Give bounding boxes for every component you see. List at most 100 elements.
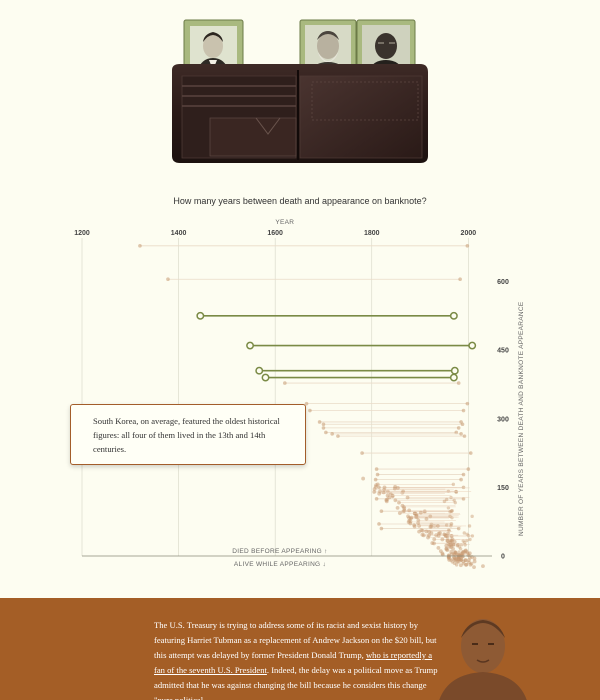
faint-death-point <box>374 497 379 501</box>
cloud-death-point <box>453 557 458 561</box>
faint-death-point <box>375 472 380 477</box>
cloud-death-point <box>408 521 413 526</box>
cloud-death-point <box>405 495 410 500</box>
cloud-appear-point <box>468 537 472 542</box>
cloud-death-point <box>443 534 448 538</box>
x-tick-label: 1400 <box>171 230 187 237</box>
cloud-appear-point <box>450 509 454 513</box>
cloud-appear-point <box>448 514 452 518</box>
faint-appear-point <box>458 277 462 282</box>
footer-section: The U.S. Treasury is trying to address s… <box>0 598 600 700</box>
faint-death-point <box>379 509 384 513</box>
faint-death-point <box>324 430 328 435</box>
cloud-appear-point <box>455 543 459 548</box>
faint-death-point <box>166 277 170 282</box>
cloud-death-point <box>429 531 434 536</box>
cloud-death-point <box>409 515 414 520</box>
highlight-death-point <box>261 373 270 382</box>
cloud-death-point <box>472 559 477 564</box>
faint-death-point <box>372 490 376 494</box>
faint-appear-point <box>461 497 466 501</box>
faint-appear-point <box>456 526 461 531</box>
x-tick-label: 1600 <box>267 230 283 237</box>
footer-text-part-2: . Indeed, the delay was a political move… <box>154 665 438 700</box>
zero-label-below: ALIVE WHILE APPEARING ↓ <box>234 561 326 568</box>
cloud-death-point <box>481 564 485 568</box>
footer-paragraph: The U.S. Treasury is trying to address s… <box>154 618 438 700</box>
cloud-appear-point <box>451 482 456 487</box>
faint-appear-point <box>462 434 467 438</box>
faint-death-point <box>317 420 322 424</box>
cloud-death-point <box>449 550 454 555</box>
faint-death-point <box>336 434 340 438</box>
faint-death-point <box>321 426 326 430</box>
x-tick-label: 1200 <box>74 230 90 237</box>
cloud-death-point <box>438 549 443 554</box>
highlight-death-point <box>196 311 205 320</box>
cloud-death-point <box>372 487 377 491</box>
footer-link[interactable]: who is reportedly a fan of the seventh U… <box>154 650 433 675</box>
cloud-appear-point <box>462 531 466 535</box>
faint-appear-point <box>459 477 463 482</box>
y-axis-label: NUMBER OF YEARS BETWEEN DEATH AND BANKNO… <box>518 301 525 536</box>
cloud-appear-point <box>444 497 449 502</box>
faint-appear-point <box>460 422 465 427</box>
cloud-appear-point <box>457 550 461 554</box>
cloud-appear-point <box>457 555 461 559</box>
cloud-death-point <box>375 482 380 487</box>
cloud-death-point <box>397 500 401 505</box>
faint-appear-point <box>454 430 459 435</box>
faint-appear-point <box>465 244 470 248</box>
cloud-death-point <box>451 546 455 551</box>
faint-death-point <box>321 422 326 427</box>
faint-death-point <box>304 401 309 406</box>
annotation-text: South Korea, on average, featured the ol… <box>93 416 280 454</box>
cloud-death-point <box>378 489 382 494</box>
faint-death-point <box>360 451 364 455</box>
cloud-appear-point <box>470 534 475 538</box>
cloud-appear-point <box>454 563 459 567</box>
faint-appear-point <box>461 485 466 490</box>
zero-label-above: DIED BEFORE APPEARING ↑ <box>232 548 327 555</box>
harriet-tubman-portrait <box>439 619 527 700</box>
cloud-death-point <box>412 511 417 516</box>
cloud-death-point <box>429 524 434 529</box>
dot-cloud <box>361 476 485 570</box>
cloud-appear-point <box>453 550 458 554</box>
cloud-appear-point <box>453 500 457 505</box>
faint-death-point <box>308 408 312 413</box>
cloud-appear-point <box>448 509 452 514</box>
highlight-appear-point <box>450 366 459 375</box>
cloud-death-point <box>467 551 472 556</box>
cloud-death-point <box>417 529 422 534</box>
cloud-death-point <box>424 517 429 521</box>
cloud-appear-point <box>452 498 456 502</box>
cloud-appear-point <box>458 547 463 551</box>
faint-appear-point <box>459 432 463 436</box>
cloud-death-point <box>418 510 423 515</box>
cloud-death-point <box>414 515 419 519</box>
cloud-death-point <box>432 541 436 546</box>
cloud-death-point <box>445 539 450 543</box>
highlight-appear-point <box>468 341 477 350</box>
cloud-appear-point <box>450 515 454 520</box>
y-tick-label: 0 <box>501 554 505 561</box>
cloud-death-point <box>392 486 397 491</box>
cloud-death-point <box>438 531 442 535</box>
y-tick-label: 150 <box>497 485 509 492</box>
highlight-appear-point <box>449 373 458 382</box>
cloud-death-point <box>464 562 468 567</box>
cloud-death-point <box>472 565 476 570</box>
cloud-death-point <box>447 545 452 549</box>
x-axis-label: YEAR <box>275 219 294 226</box>
cloud-appear-point <box>457 545 462 549</box>
cloud-appear-point <box>462 540 467 545</box>
x-tick-label: 2000 <box>461 230 477 237</box>
cloud-death-point <box>395 505 400 510</box>
faint-appear-point <box>461 472 466 477</box>
y-tick-label: 450 <box>497 348 509 355</box>
highlighted-series <box>196 311 477 382</box>
faint-appear-point <box>466 467 471 471</box>
chart-grid <box>81 238 469 556</box>
banknote-portrait-left <box>183 19 244 79</box>
